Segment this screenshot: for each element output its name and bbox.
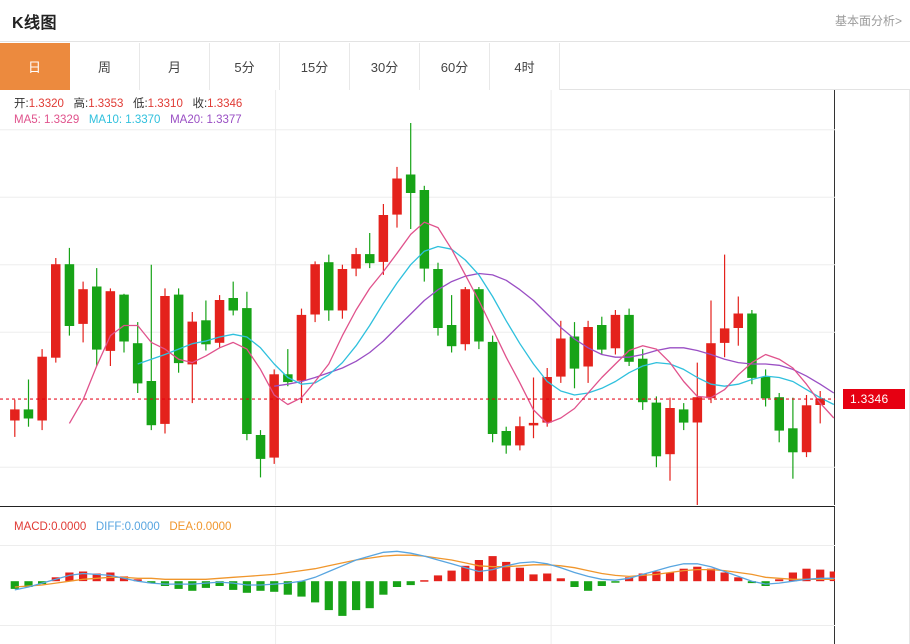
tab-2[interactable]: 月 [140, 43, 210, 90]
page-title: K线图 [12, 15, 58, 32]
fundamental-analysis-link[interactable]: 基本面分析> [834, 14, 902, 28]
tab-3[interactable]: 5分 [210, 43, 280, 90]
tab-7[interactable]: 4时 [490, 43, 560, 90]
macd-svg [0, 507, 835, 644]
tab-6[interactable]: 60分 [420, 43, 490, 90]
price-axis: 1.37451.36451.35451.34451.32450.0037-0.0… [835, 90, 910, 644]
tab-1[interactable]: 周 [70, 43, 140, 90]
page-header: K线图 基本面分析> [0, 0, 910, 42]
tab-4[interactable]: 15分 [280, 43, 350, 90]
macd-panel[interactable]: MACD:0.0000 DIFF:0.0000 DEA:0.0000 [0, 506, 835, 644]
candlestick-svg [0, 90, 835, 505]
current-price-tag: 1.3346 [843, 389, 905, 410]
tab-5[interactable]: 30分 [350, 43, 420, 90]
period-tabbar: 日周月 5分 15分 30分 60分 4时 [0, 43, 910, 90]
tabbar-filler [560, 43, 910, 89]
chart-area: 开:1.3320 高:1.3353 低:1.3310 收:1.3346 MA5:… [0, 90, 910, 644]
price-panel[interactable]: 开:1.3320 高:1.3353 低:1.3310 收:1.3346 MA5:… [0, 90, 835, 505]
tab-0[interactable]: 日 [0, 43, 70, 90]
